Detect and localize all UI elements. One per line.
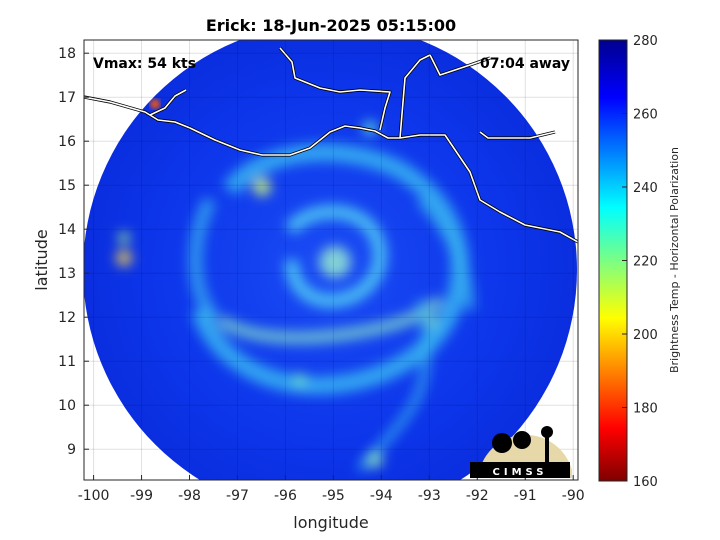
x-tick-label: -93: [418, 488, 441, 504]
x-tick-label: -98: [178, 488, 201, 504]
x-tick-label: -99: [130, 488, 153, 504]
logo-tower: [545, 432, 549, 462]
storm-core: [319, 246, 351, 278]
y-tick-label: 16: [58, 134, 76, 150]
colorbar-tick-label: 200: [633, 328, 658, 343]
colorbar-tick-label: 220: [633, 255, 658, 270]
chart-title: Erick: 18-Jun-2025 05:15:00: [206, 16, 456, 35]
y-tick-label: 13: [58, 266, 76, 282]
colorbar-ticks: 280 260 240 220 200 180 160: [622, 34, 658, 490]
x-tick-label: -92: [466, 488, 489, 504]
logo-band: [470, 462, 570, 478]
logo-tower-top: [541, 426, 553, 438]
logo-dish-right: [513, 431, 531, 449]
y-tick-label: 9: [67, 442, 76, 458]
cell-north: [253, 178, 271, 196]
y-axis-label: latitude: [32, 229, 51, 290]
grid-lines: [84, 40, 578, 480]
logo-dish-left: [492, 433, 512, 453]
y-tick-labels: 18 17 16 15 14 13 12 11 10 9: [58, 46, 76, 458]
x-tick-label: -91: [514, 488, 537, 504]
x-tick-labels: -100 -99 -98 -97 -96 -95 -94 -93 -92 -91 -90: [78, 488, 585, 504]
rainband-south: [216, 295, 445, 344]
axes-box: [83, 39, 579, 481]
colorbar-tick-label: 240: [633, 181, 658, 196]
y-tick-label: 18: [58, 46, 76, 62]
cell-west-2: [118, 232, 130, 244]
y-tick-label: 14: [58, 222, 76, 238]
cell-southwest: [293, 373, 307, 387]
cell-west: [116, 250, 132, 266]
cell-east: [426, 316, 438, 328]
x-tick-label: -97: [226, 488, 249, 504]
y-tick-label: 12: [58, 310, 76, 326]
rainband-west: [188, 196, 221, 325]
y-tick-label: 10: [58, 398, 76, 414]
cell-south: [367, 452, 383, 468]
x-axis-label: longitude: [293, 513, 368, 532]
colorbar-tick-label: 160: [633, 475, 658, 490]
cell-hot: [150, 99, 160, 109]
colorbar-tick-label: 280: [633, 34, 658, 49]
time-away-annotation: 07:04 away: [480, 56, 570, 72]
y-tick-label: 17: [58, 90, 76, 106]
x-tick-label: -94: [370, 488, 393, 504]
x-tick-label: -90: [562, 488, 585, 504]
vmax-annotation: Vmax: 54 kts: [93, 56, 196, 72]
y-tick-label: 15: [58, 178, 76, 194]
cimss-logo: CIMSS: [470, 426, 572, 478]
colorbar-tick-label: 260: [633, 108, 658, 123]
colorbar-tick-label: 180: [633, 402, 658, 417]
x-tick-label: -96: [274, 488, 297, 504]
rainband-outer: [191, 143, 469, 395]
rainband-east: [416, 196, 475, 311]
colorbar-label: Brightness Temp - Horizontal Polarizatio…: [668, 147, 681, 373]
rainband-inner: [284, 204, 387, 308]
logo-text: CIMSS: [493, 467, 548, 478]
y-tick-label: 11: [58, 354, 76, 370]
x-tick-label: -100: [78, 488, 110, 504]
coastline: [84, 46, 578, 244]
x-tick-label: -95: [322, 488, 345, 504]
